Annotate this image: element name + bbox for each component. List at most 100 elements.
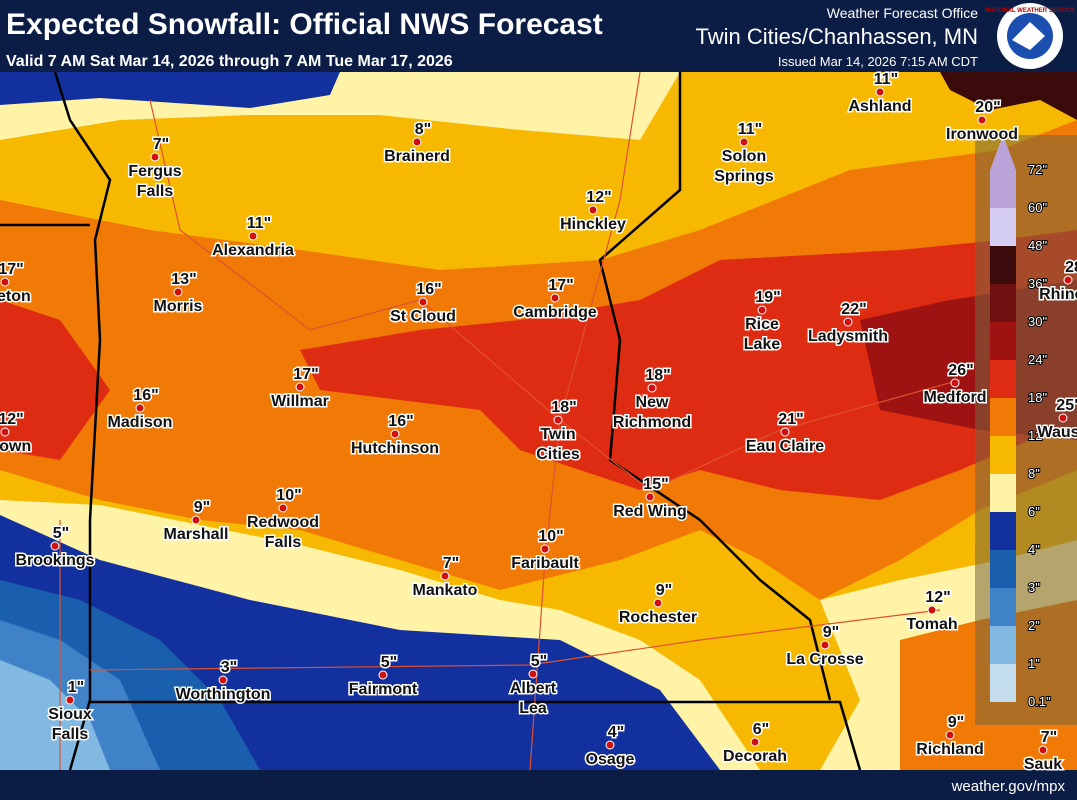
city-dot: [528, 669, 538, 679]
city-dot: [1038, 745, 1048, 755]
snow-amount: 20": [975, 99, 1000, 116]
city-name: Falls: [137, 183, 174, 200]
city-dot: [750, 737, 760, 747]
snow-amount: 17": [0, 261, 24, 278]
legend-label: 24": [1028, 352, 1047, 367]
snow-amount: 9": [948, 714, 964, 731]
legend-label: 60": [1028, 200, 1047, 215]
legend-label: 4": [1028, 542, 1040, 557]
city-name: Eau Claire: [746, 438, 824, 455]
city-name: Worthington: [176, 686, 271, 703]
city-name: Alexandria: [212, 242, 294, 259]
city-name: Springs: [714, 168, 774, 185]
city-name: Solon: [722, 148, 766, 165]
snow-amount: 18": [645, 367, 670, 384]
legend: 72" 60" 48" 36" 30" 24" 18" 12" 8" 6" 4" 3" 2" 1" 0.1": [975, 135, 1077, 725]
city-name: Morris: [154, 298, 203, 315]
city-name: sseton: [0, 288, 31, 305]
snow-amount: 9": [656, 582, 672, 599]
city-dot: [0, 427, 10, 437]
city-dot: [173, 287, 183, 297]
city-dot: [218, 675, 228, 685]
snow-amount: 12": [0, 411, 24, 428]
legend-arrow: [990, 135, 1016, 170]
snow-amount: 7": [443, 555, 459, 572]
city-dot: [927, 605, 937, 615]
city-name: Decorah: [723, 748, 787, 765]
city-name: Albert: [510, 680, 557, 697]
city-dot: [550, 293, 560, 303]
legend-swatch: [990, 398, 1016, 436]
city-name: New: [636, 394, 669, 411]
city-name: Hinckley: [560, 216, 626, 233]
city-name: Medford: [923, 389, 986, 406]
city-name: Rice: [745, 316, 779, 333]
city-dot: [150, 152, 160, 162]
city-name: Lake: [744, 336, 781, 353]
city-dot: [843, 317, 853, 327]
snow-amount: 10": [538, 528, 563, 545]
city-name: Brookings: [15, 552, 94, 569]
city-dot: [605, 740, 615, 750]
snow-amount: 19": [755, 289, 780, 306]
snow-amount: 5": [53, 525, 69, 542]
city-name: Cities: [536, 446, 580, 463]
snow-amount: 26": [948, 362, 973, 379]
snow-amount: 12": [925, 589, 950, 606]
city-dot: [135, 403, 145, 413]
city-name: Richland: [916, 741, 984, 758]
legend-swatch: [990, 208, 1016, 246]
city-dot: [645, 492, 655, 502]
city-dot: [820, 640, 830, 650]
city-dot: [1058, 413, 1068, 423]
legend-label: 1": [1028, 656, 1040, 671]
legend-label: 6": [1028, 504, 1040, 519]
snow-amount: 21": [778, 411, 803, 428]
snow-amount: 16": [416, 281, 441, 298]
city-name: Cambridge: [513, 304, 597, 321]
legend-swatch: [990, 664, 1016, 702]
city-name: Ladysmith: [808, 328, 888, 345]
footer: weather.gov/mpx: [951, 778, 1066, 795]
city-name: Ashland: [848, 98, 911, 115]
city-dot: [647, 383, 657, 393]
issued: Issued Mar 14, 2026 7:15 AM CDT: [778, 54, 978, 69]
city-dot: [378, 670, 388, 680]
city-dot: [248, 231, 258, 241]
footer-bar: [0, 770, 1077, 800]
legend-swatch: [990, 588, 1016, 626]
legend-swatch: [990, 436, 1016, 474]
city-name: Wausa: [1038, 424, 1077, 441]
city-name: Rhinela: [1039, 286, 1077, 303]
city-dot: [588, 205, 598, 215]
snow-amount: 10": [276, 487, 301, 504]
snow-amount: 15": [643, 476, 668, 493]
snow-amount: 5": [531, 653, 547, 670]
legend-label: 12": [1028, 428, 1047, 443]
legend-label: 48": [1028, 238, 1047, 253]
city-dot: [977, 115, 987, 125]
legend-swatch: [990, 550, 1016, 588]
snow-amount: 22": [841, 301, 866, 318]
city-dot: [418, 297, 428, 307]
city-dot: [50, 541, 60, 551]
city-dot: [0, 277, 10, 287]
legend-swatch: [990, 360, 1016, 398]
snow-amount: 16": [388, 413, 413, 430]
city-dot: [191, 515, 201, 525]
city-dot: [875, 87, 885, 97]
snow-amount: 17": [548, 277, 573, 294]
city-name: Mankato: [413, 582, 478, 599]
snow-amount: 4": [608, 724, 624, 741]
city-dot: [653, 598, 663, 608]
city-name: Marshall: [164, 526, 229, 543]
city-dot: [65, 695, 75, 705]
snow-amount: 8": [415, 121, 431, 138]
city-dot: [295, 382, 305, 392]
city-name: Redwood: [247, 514, 319, 531]
legend-swatch: [990, 284, 1016, 322]
city-dot: [945, 730, 955, 740]
snow-amount: 11": [738, 121, 763, 138]
title: Expected Snowfall: Official NWS Forecast: [6, 8, 603, 41]
snow-amount: 5": [381, 654, 397, 671]
